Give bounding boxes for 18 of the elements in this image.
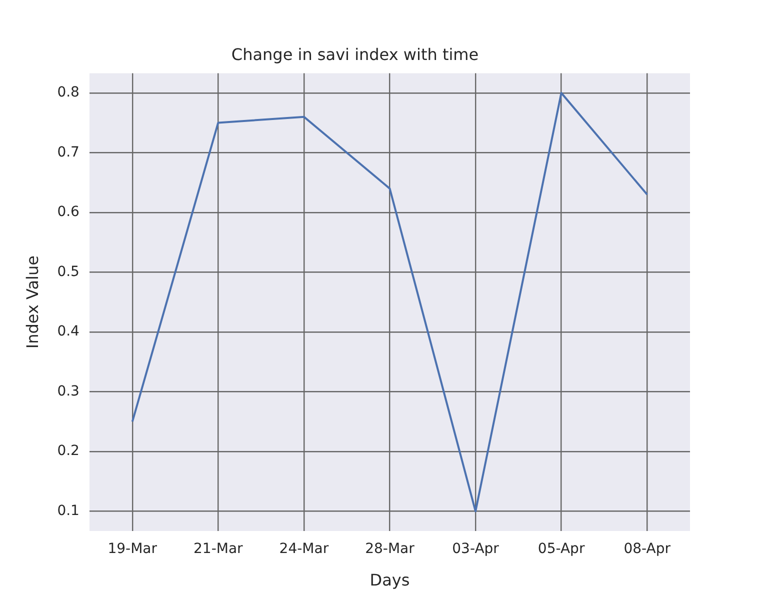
x-tick-label: 24-Mar (279, 541, 329, 558)
y-tick-label: 0.3 (57, 383, 80, 400)
y-axis-title: Index Value (22, 256, 42, 349)
x-tick-label: 28-Mar (365, 541, 415, 558)
y-tick-label: 0.5 (57, 264, 80, 280)
y-tick-label: 0.8 (57, 84, 80, 101)
y-tick-label: 0.6 (57, 204, 80, 220)
x-tick-label: 19-Mar (108, 541, 158, 558)
x-tick-label: 05-Apr (538, 541, 585, 558)
x-axis-title: Days (370, 570, 410, 590)
y-tick-label: 0.2 (57, 443, 80, 460)
x-tick-label: 08-Apr (624, 541, 671, 558)
chart-title: Change in savi index with time (231, 44, 479, 64)
y-tick-label: 0.1 (57, 502, 80, 519)
x-tick-label: 03-Apr (452, 541, 500, 558)
y-tick-label: 0.7 (57, 144, 80, 160)
y-tick-label: 0.4 (57, 324, 80, 340)
x-tick-label: 21-Mar (194, 541, 244, 558)
